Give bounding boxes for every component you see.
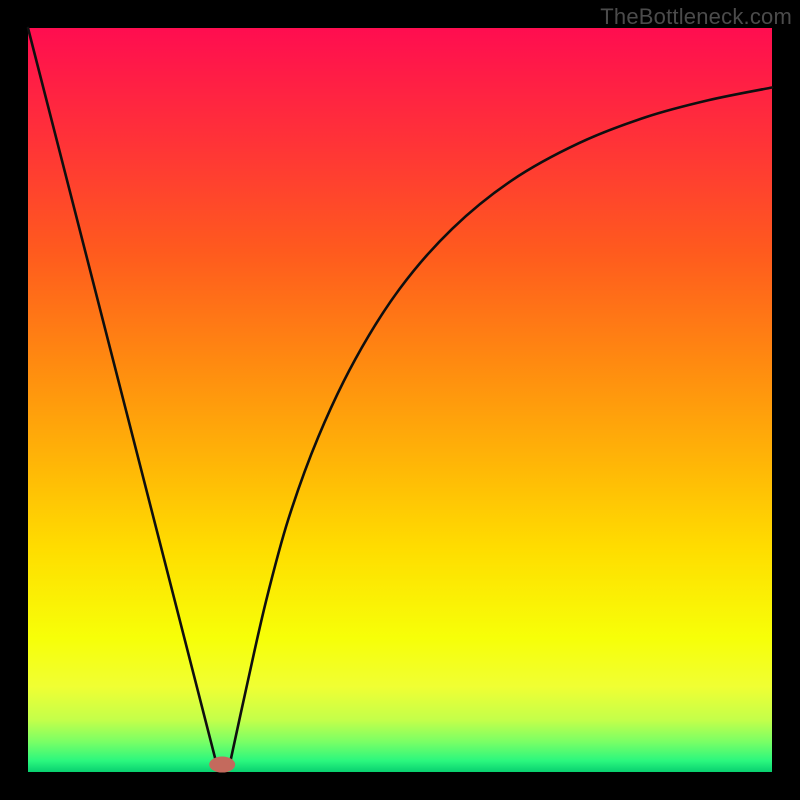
watermark-text: TheBottleneck.com (600, 4, 792, 30)
plot-background (28, 28, 772, 772)
chart-container: TheBottleneck.com (0, 0, 800, 800)
optimal-point-marker (209, 757, 235, 773)
bottleneck-chart (0, 0, 800, 800)
